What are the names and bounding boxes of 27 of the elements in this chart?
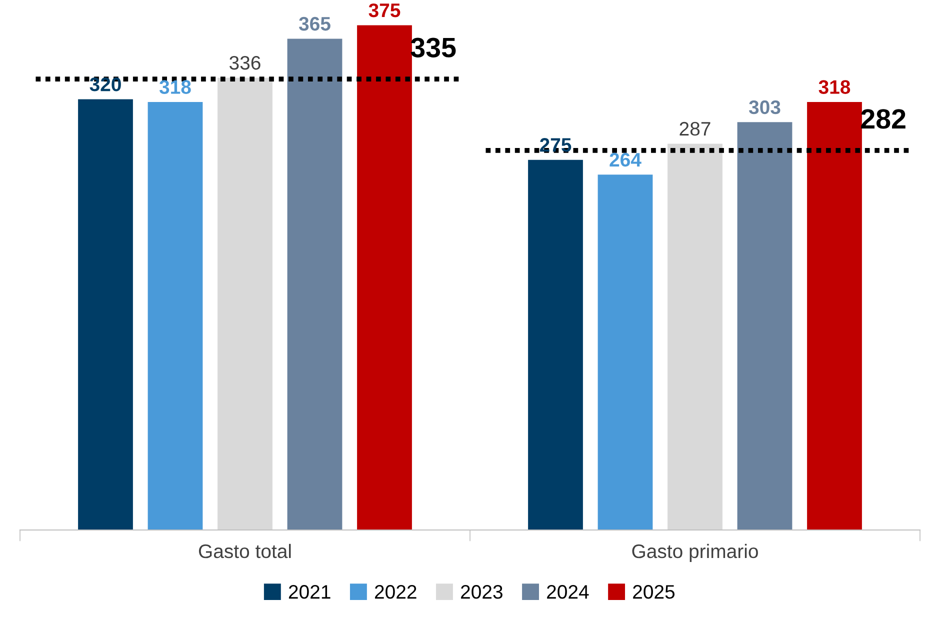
data-label: 318 [818,80,850,94]
data-label: 275 [540,138,572,152]
legend-label: 2025 [633,584,675,599]
data-label: 318 [159,80,191,94]
legend-label: 2023 [461,584,502,599]
bar [78,99,133,530]
bar [807,102,862,530]
bar [357,25,412,530]
data-label: 303 [748,100,780,114]
bar [598,174,653,530]
data-label: 375 [368,3,400,18]
bar [287,38,342,530]
data-label: 336 [230,56,260,70]
bar [668,144,722,530]
x-tick-label: Gasto primario [632,544,758,562]
legend-label: 2024 [547,584,589,599]
x-tick-label: Gasto total [198,544,291,558]
bar [148,102,203,530]
bar [737,122,792,530]
data-label: 287 [680,122,710,136]
data-label: 320 [90,77,121,92]
bar [218,78,272,530]
legend-label: 2021 [288,584,330,599]
data-label: 365 [298,16,330,31]
data-label: 264 [610,152,642,167]
legend-label: 2022 [374,584,416,599]
bar [528,160,583,530]
